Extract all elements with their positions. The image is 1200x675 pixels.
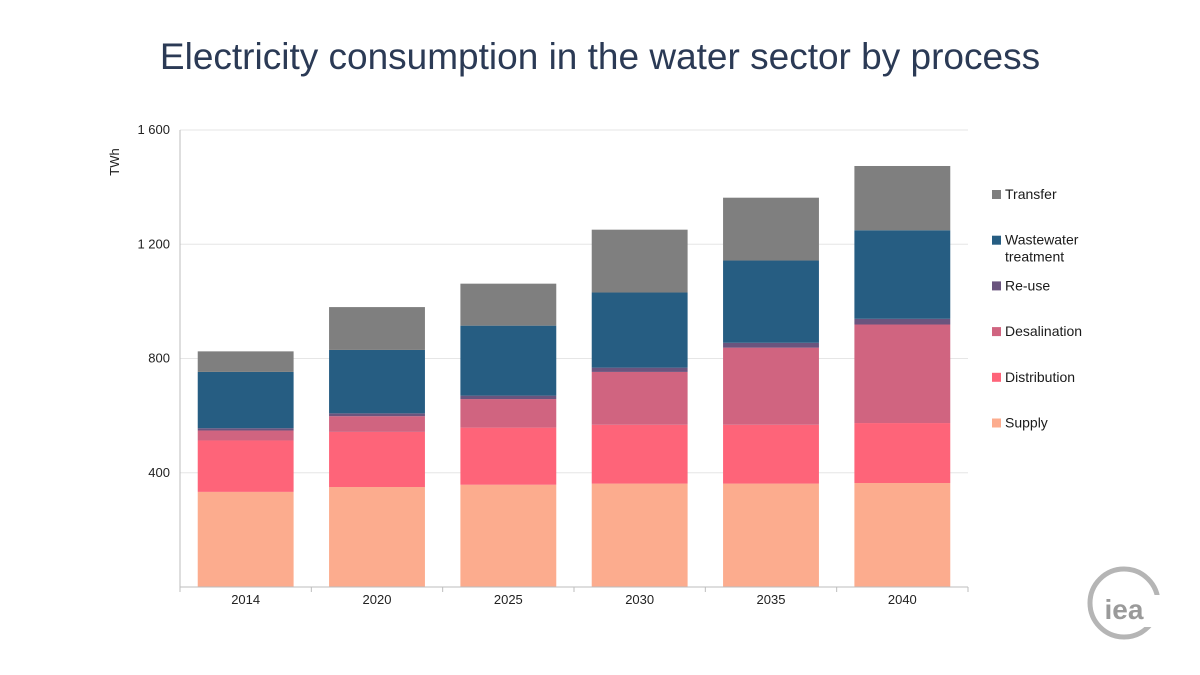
bar-segment-supply-2014 (197, 491, 294, 587)
bar-segment-wastewater-treatment-2035 (723, 260, 819, 343)
bar-segment-re-use-2014 (197, 428, 294, 431)
y-tick-label: 1 200 (137, 236, 170, 251)
x-tick-label: 2020 (363, 592, 392, 607)
bar-segment-distribution-2035 (723, 424, 819, 484)
legend-label: Desalination (1005, 323, 1082, 339)
bar-segment-transfer-2020 (329, 307, 425, 350)
x-tick-label: 2040 (888, 592, 917, 607)
bar-segment-re-use-2040 (854, 318, 951, 325)
bar-segment-distribution-2020 (329, 431, 425, 488)
legend-swatch-distribution (992, 372, 1001, 382)
legend-label: Re-use (1005, 277, 1050, 293)
bar-segment-transfer-2014 (197, 351, 294, 372)
y-tick-label: 800 (148, 351, 170, 366)
x-tick-label: 2035 (757, 592, 786, 607)
bar-segment-supply-2030 (591, 483, 688, 587)
x-tick-label: 2025 (494, 592, 523, 607)
bar-segment-supply-2020 (329, 487, 425, 587)
bar-segment-wastewater-treatment-2014 (197, 371, 294, 429)
legend-swatch-wastewater-treatment (992, 235, 1001, 245)
bar-segment-transfer-2040 (854, 165, 951, 231)
y-tick-label: 1 600 (137, 122, 170, 137)
x-tick-label: 2014 (231, 592, 260, 607)
bar-segment-transfer-2025 (460, 283, 557, 326)
x-tick-label: 2030 (625, 592, 654, 607)
bar-segment-distribution-2025 (460, 427, 557, 485)
y-axis-title: TWh (107, 148, 122, 175)
bar-segment-distribution-2030 (591, 424, 688, 484)
bar-segment-wastewater-treatment-2020 (329, 349, 425, 414)
chart-title: Electricity consumption in the water sec… (159, 36, 1041, 77)
grid-lines (180, 129, 968, 474)
bar-segment-re-use-2030 (591, 367, 688, 372)
bar-segment-desalination-2035 (723, 347, 819, 425)
legend: Transfer Wastewater treatment Re-use Desalin… (992, 186, 1082, 431)
legend-swatch-re-use (992, 281, 1001, 291)
bar-segment-supply-2035 (723, 483, 819, 587)
bar-segment-re-use-2020 (329, 413, 425, 417)
y-tick-label: 400 (148, 465, 170, 480)
bar-segment-supply-2040 (854, 483, 951, 587)
bar-segment-desalination-2020 (329, 416, 425, 432)
axes: 400 800 1 200 1 600 2014 2020 2025 2030 2035 2040 (137, 122, 969, 607)
legend-label: Wastewater treatment (1005, 232, 1079, 265)
bar-segment-transfer-2035 (723, 197, 819, 261)
bar-segment-transfer-2030 (591, 229, 688, 293)
bar-segment-wastewater-treatment-2030 (591, 292, 688, 368)
bar-segment-distribution-2040 (854, 423, 951, 484)
bar-segment-desalination-2025 (460, 399, 557, 428)
legend-label: Supply (1005, 415, 1048, 431)
bars (197, 165, 951, 587)
bar-segment-re-use-2035 (723, 342, 819, 348)
legend-swatch-desalination (992, 327, 1001, 337)
bar-segment-desalination-2030 (591, 371, 688, 425)
legend-label: Distribution (1005, 369, 1075, 385)
bar-segment-wastewater-treatment-2040 (854, 230, 951, 319)
legend-label: Transfer (1005, 186, 1057, 202)
iea-logo: iea (1087, 566, 1162, 640)
bar-segment-desalination-2014 (197, 430, 294, 441)
bar-segment-supply-2025 (460, 484, 557, 587)
legend-swatch-supply (992, 418, 1001, 428)
bar-segment-re-use-2025 (460, 395, 557, 400)
bar-segment-desalination-2040 (854, 324, 951, 424)
bar-segment-distribution-2014 (197, 440, 294, 492)
bar-segment-wastewater-treatment-2025 (460, 325, 557, 396)
legend-swatch-transfer (992, 190, 1001, 199)
logo-text: iea (1105, 594, 1144, 625)
